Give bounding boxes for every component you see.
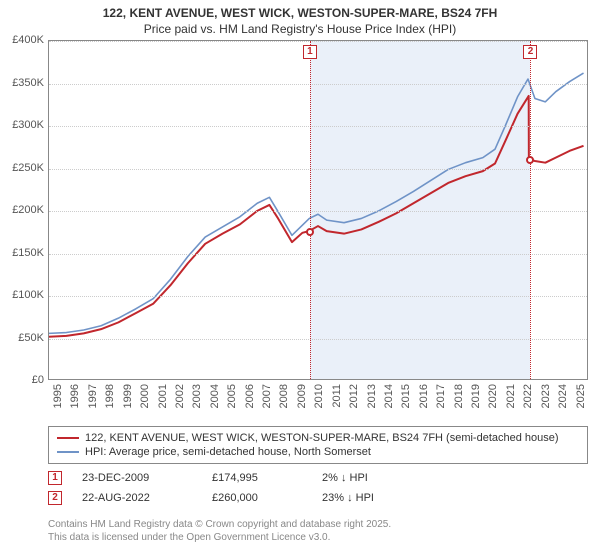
marker-vline (530, 41, 531, 379)
y-axis-label: £200K (0, 204, 44, 216)
event-price: £174,995 (212, 472, 302, 484)
x-axis-label: 2023 (540, 384, 552, 408)
legend-swatch (57, 437, 79, 439)
x-axis-label: 2020 (487, 384, 499, 408)
y-axis-label: £250K (0, 162, 44, 174)
footer-line2: This data is licensed under the Open Gov… (48, 531, 588, 544)
x-axis-label: 2008 (278, 384, 290, 408)
x-axis-label: 2002 (174, 384, 186, 408)
event-row: 2 22-AUG-2022 £260,000 23% ↓ HPI (48, 488, 588, 508)
x-axis-label: 2013 (366, 384, 378, 408)
event-price: £260,000 (212, 492, 302, 504)
footer-attribution: Contains HM Land Registry data © Crown c… (48, 518, 588, 544)
chart-title-address: 122, KENT AVENUE, WEST WICK, WESTON-SUPE… (0, 0, 600, 20)
y-axis-label: £0 (0, 374, 44, 386)
event-row: 1 23-DEC-2009 £174,995 2% ↓ HPI (48, 468, 588, 488)
x-axis-label: 2014 (383, 384, 395, 408)
footer-line1: Contains HM Land Registry data © Crown c… (48, 518, 588, 531)
x-axis-label: 2000 (139, 384, 151, 408)
gridline (49, 41, 587, 42)
legend-item: HPI: Average price, semi-detached house,… (57, 445, 579, 459)
x-axis-label: 2004 (209, 384, 221, 408)
chart-lines-svg (49, 41, 587, 379)
gridline (49, 84, 587, 85)
x-axis-label: 2012 (348, 384, 360, 408)
x-axis-label: 1999 (122, 384, 134, 408)
y-axis-label: £350K (0, 77, 44, 89)
series-line (49, 73, 584, 333)
marker-box: 2 (523, 45, 537, 59)
gridline (49, 126, 587, 127)
event-date: 22-AUG-2022 (82, 492, 192, 504)
plot-area: 12 (48, 40, 588, 380)
x-axis-label: 2010 (313, 384, 325, 408)
x-axis-label: 2015 (400, 384, 412, 408)
x-axis-label: 2018 (453, 384, 465, 408)
event-table: 1 23-DEC-2009 £174,995 2% ↓ HPI 2 22-AUG-2022… (48, 468, 588, 508)
chart-title-subtitle: Price paid vs. HM Land Registry's House … (0, 20, 600, 40)
y-axis-label: £400K (0, 34, 44, 46)
gridline (49, 169, 587, 170)
gridline (49, 254, 587, 255)
x-axis-label: 2016 (418, 384, 430, 408)
legend-box: 122, KENT AVENUE, WEST WICK, WESTON-SUPE… (48, 426, 588, 464)
x-axis-label: 2024 (557, 384, 569, 408)
marker-dot (306, 228, 314, 236)
x-axis-label: 1996 (69, 384, 81, 408)
gridline (49, 211, 587, 212)
event-marker-box: 1 (48, 471, 62, 485)
gridline (49, 296, 587, 297)
legend-label: 122, KENT AVENUE, WEST WICK, WESTON-SUPE… (85, 432, 559, 444)
x-axis-label: 2005 (226, 384, 238, 408)
y-axis-label: £100K (0, 289, 44, 301)
x-axis-label: 2009 (296, 384, 308, 408)
event-date: 23-DEC-2009 (82, 472, 192, 484)
x-axis-label: 2021 (505, 384, 517, 408)
marker-dot (526, 156, 534, 164)
gridline (49, 339, 587, 340)
x-axis-label: 2017 (435, 384, 447, 408)
y-axis-label: £300K (0, 119, 44, 131)
event-delta: 2% ↓ HPI (322, 472, 412, 484)
marker-box: 1 (303, 45, 317, 59)
x-axis-label: 1997 (87, 384, 99, 408)
chart-area: 12 £0£50K£100K£150K£200K£250K£300K£350K£… (0, 40, 600, 418)
x-axis-label: 2001 (157, 384, 169, 408)
x-axis-label: 2019 (470, 384, 482, 408)
x-axis-label: 2003 (191, 384, 203, 408)
legend-label: HPI: Average price, semi-detached house,… (85, 446, 371, 458)
x-axis-label: 2025 (575, 384, 587, 408)
x-axis-label: 2022 (522, 384, 534, 408)
chart-container: 122, KENT AVENUE, WEST WICK, WESTON-SUPE… (0, 0, 600, 560)
legend-swatch (57, 451, 79, 453)
x-axis-label: 2011 (331, 384, 343, 408)
x-axis-label: 1998 (104, 384, 116, 408)
event-marker-box: 2 (48, 491, 62, 505)
y-axis-label: £50K (0, 332, 44, 344)
marker-vline (310, 41, 311, 379)
x-axis-label: 1995 (52, 384, 64, 408)
event-delta: 23% ↓ HPI (322, 492, 412, 504)
x-axis-label: 2006 (244, 384, 256, 408)
legend-item: 122, KENT AVENUE, WEST WICK, WESTON-SUPE… (57, 431, 579, 445)
x-axis-label: 2007 (261, 384, 273, 408)
y-axis-label: £150K (0, 247, 44, 259)
